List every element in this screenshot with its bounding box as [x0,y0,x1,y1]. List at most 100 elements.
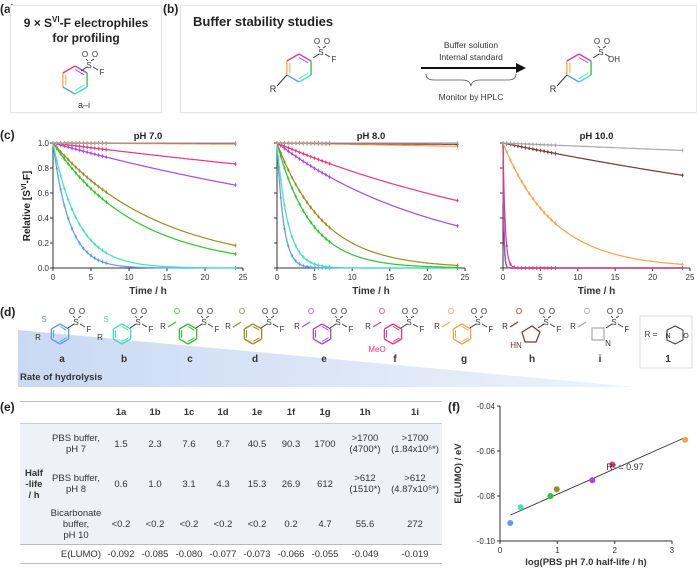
bond [547,315,552,319]
ring-bond [62,86,76,95]
decay-curve-f [502,143,683,269]
ring-bond [113,323,123,330]
ring-bond [74,65,88,74]
condition-cell: PBS buffer, pH 8 [48,464,104,504]
sulfur-atom: S [543,318,548,327]
carbonyl-oxygen: O [516,307,522,316]
ring-bond [298,53,312,62]
bond [272,323,279,328]
sulfur-atom: S [335,318,340,327]
r-equals-label: R = [645,330,658,339]
sulfonyl-sulfur: S [103,315,108,324]
chart-title: pH 8.0 [357,131,386,142]
y-tick-label: 0.4 [38,214,50,223]
bond [537,323,545,329]
sulfur-atom: S [86,61,91,70]
bond [509,321,519,328]
column-header: 1f [274,401,308,424]
x-tick-label: 0 [498,546,503,555]
nh-label: HN [510,341,522,350]
table-row: Bicarbonate buffer, pH 10 <0.2 <0.2 <0.2 <0.2 <… [20,504,442,545]
ring-bond [566,53,580,62]
bond [372,321,382,328]
y-tick-label: -0.08 [477,492,496,501]
x-tick-label: 5 [89,273,94,282]
column-header: 1b [138,401,172,424]
y-axis-label: Relative [SVI-F] [21,171,33,242]
bond [72,315,76,319]
compound-i: NOR SO OFi [570,307,629,365]
ring-double-bond [298,57,309,64]
lumo-value: -0.055 [308,544,342,564]
scatter-point-c [547,493,554,499]
compound-letter: e [321,354,327,365]
bond [339,315,344,319]
arrow-head-icon [516,63,526,73]
lumo-label: E(LUMO) [48,544,104,564]
bond [412,323,419,328]
carbonyl-oxygen: O [308,307,314,316]
value-cell: 1.0 [138,464,172,504]
bond [615,315,620,319]
value-cell: >1700 (4700*) [342,423,388,464]
y-tick-label: 0.0 [38,264,50,273]
bond [592,53,600,59]
oxygen-atom: O [549,307,555,316]
value-cell: >612 (4.87x10⁵*) [388,464,442,504]
bond [469,323,477,329]
ring-bond [179,323,189,330]
carbonyl-oxygen: O [584,307,590,316]
scatter-point-b [517,504,524,511]
lumo-scatter-chart: -0.10 -0.08 -0.06 -0.04 0 1 2 3 log(PBS pH 7.0 h… [453,402,689,568]
bond [341,323,348,328]
chart-title: pH 10.0 [580,131,614,142]
compound-letter: d [252,354,258,365]
ring-bond [51,338,61,345]
x-tick-label: 15 [163,273,172,282]
ring-bond [392,323,402,330]
lumo-value: -0.080 [172,544,206,564]
compound-letter: c [187,354,193,365]
bond [195,323,203,329]
bond [92,66,99,71]
r-group: R [35,333,41,342]
bond [556,74,568,87]
column-header: 1i [388,401,442,424]
oxygen-atom: O [314,37,320,46]
fluorine-atom: F [349,325,354,334]
ring-bond [461,338,471,345]
row-group-label: Half -life / h [20,423,48,545]
sulfur-atom: S [598,48,603,57]
ring-double-bond [252,337,260,342]
y-label-text: -F] [22,171,33,184]
r-definition-box [639,315,693,369]
ring-double-bond [121,326,129,331]
y-tick-label: 0.8 [38,164,50,173]
bond [79,323,86,328]
x-tick-label: 2 [612,546,617,555]
oxygen-atom: O [539,307,545,316]
fluorine-atom: F [87,325,92,334]
label-line: Bicarbonate [50,507,102,519]
compound-d: OR SO OFd [225,307,284,365]
ring-double-bond [461,337,469,342]
panel-label-c: (c) [0,128,15,142]
x-tick-label: 20 [648,273,657,282]
x-tick-label: 1 [555,546,560,555]
value-cell: 90.3 [274,423,308,464]
x-tick-label: 20 [201,273,210,282]
y-tick-label: 1.0 [38,139,50,148]
chart-1: pH 7.0 0.0 0.2 0.4 0.6 0.8 1.0 0 5 10 15 20 25 Time /… [38,131,248,297]
title-text: -F electrophiles [59,16,149,30]
value-cell: <0.2 [104,504,138,545]
bond [260,323,268,329]
ring-bond [252,323,262,330]
lumo-value: -0.066 [274,544,308,564]
ring-bond [392,338,402,345]
compound-letter: f [393,354,397,365]
oxygen-atom: O [341,307,347,316]
value-cell: >1700 (1.84x10⁶*) [388,423,442,464]
bond [85,58,89,62]
